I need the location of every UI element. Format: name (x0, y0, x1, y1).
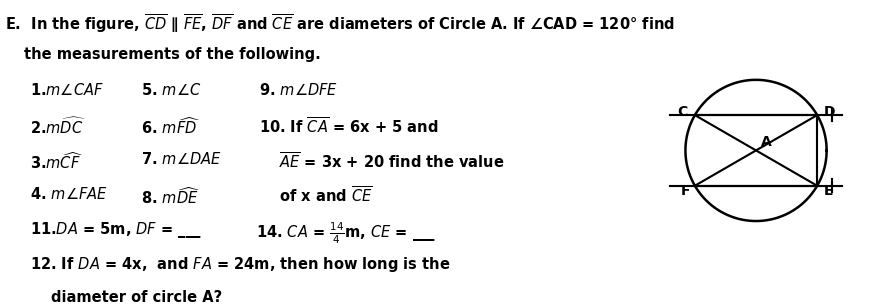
Text: 7. $m\angle DAE$: 7. $m\angle DAE$ (142, 151, 222, 167)
Text: 3.$m\widehat{CF}$: 3.$m\widehat{CF}$ (30, 151, 83, 172)
Text: 12. If $DA$ = 4x,  and $FA$ = 24m, then how long is the: 12. If $DA$ = 4x, and $FA$ = 24m, then h… (30, 255, 450, 274)
Text: 5. $m\angle C$: 5. $m\angle C$ (142, 82, 202, 98)
Text: D: D (824, 105, 836, 119)
Text: 1.$m\angle CAF$: 1.$m\angle CAF$ (30, 82, 104, 98)
Text: $\overline{AE}$ = 3x + 20 find the value: $\overline{AE}$ = 3x + 20 find the value (259, 151, 505, 171)
Text: of x and $\overline{CE}$: of x and $\overline{CE}$ (259, 186, 373, 206)
Text: the measurements of the following.: the measurements of the following. (23, 47, 321, 62)
Text: C: C (677, 105, 687, 119)
Text: 2.$m\widehat{DC}$: 2.$m\widehat{DC}$ (30, 116, 86, 137)
Text: E: E (824, 185, 833, 198)
Text: A: A (760, 135, 772, 149)
Text: 4. $m\angle FAE$: 4. $m\angle FAE$ (30, 186, 108, 202)
Text: 8. $m\widehat{DE}$: 8. $m\widehat{DE}$ (142, 186, 201, 207)
Text: F: F (681, 185, 691, 198)
Text: diameter of circle A?: diameter of circle A? (50, 290, 222, 305)
Text: E.  In the figure, $\overline{CD}$ ∥ $\overline{FE}$, $\overline{DF}$ and $\over: E. In the figure, $\overline{CD}$ ∥ $\ov… (5, 12, 675, 35)
Text: 14. $CA$ = $\frac{14}{4}$m, $CE$ = ___: 14. $CA$ = $\frac{14}{4}$m, $CE$ = ___ (255, 220, 436, 246)
Text: 6. $m\widehat{FD}$: 6. $m\widehat{FD}$ (142, 116, 201, 137)
Text: 11.$DA$ = 5m, $DF$ = ___: 11.$DA$ = 5m, $DF$ = ___ (30, 220, 202, 240)
Text: 10. If $\overline{CA}$ = 6x + 5 and: 10. If $\overline{CA}$ = 6x + 5 and (259, 116, 439, 137)
Text: 9. $m\angle DFE$: 9. $m\angle DFE$ (259, 82, 338, 98)
